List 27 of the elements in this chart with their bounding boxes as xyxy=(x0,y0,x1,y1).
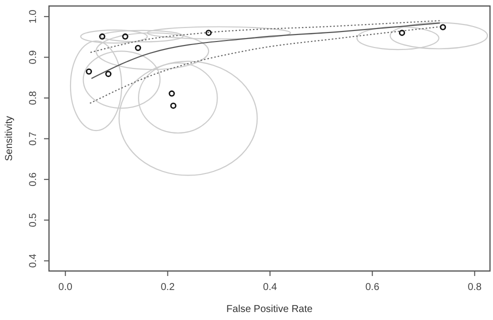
y-tick-label: 0.4 xyxy=(28,253,39,268)
point xyxy=(168,90,175,97)
point xyxy=(134,44,142,52)
x-tick-label: 0.2 xyxy=(160,282,176,293)
x-tick-label: 0.8 xyxy=(468,282,482,293)
y-tick-label: 0.8 xyxy=(28,90,39,105)
x-tick-label: 0.0 xyxy=(58,282,73,293)
y-tick-label: 0.7 xyxy=(28,131,39,146)
point xyxy=(206,30,212,36)
point xyxy=(105,70,112,78)
point xyxy=(99,33,106,40)
point xyxy=(122,33,128,40)
point xyxy=(398,30,406,36)
y-axis-title: Sensitivity xyxy=(4,116,15,162)
line-series xyxy=(90,20,440,53)
x-axis-title: False Positive Rate xyxy=(226,304,314,315)
y-tick-label: 0.9 xyxy=(28,50,39,64)
line-series xyxy=(90,22,440,80)
point xyxy=(440,24,446,30)
line-series xyxy=(89,26,440,104)
point xyxy=(86,68,92,75)
x-tick-label: 0.6 xyxy=(365,282,380,293)
y-tick-label: 0.5 xyxy=(28,212,39,228)
x-tick-label: 0.4 xyxy=(263,282,278,293)
y-tick-label: 0.6 xyxy=(28,172,39,186)
point xyxy=(170,102,176,109)
y-tick-label: 1.0 xyxy=(28,9,39,24)
